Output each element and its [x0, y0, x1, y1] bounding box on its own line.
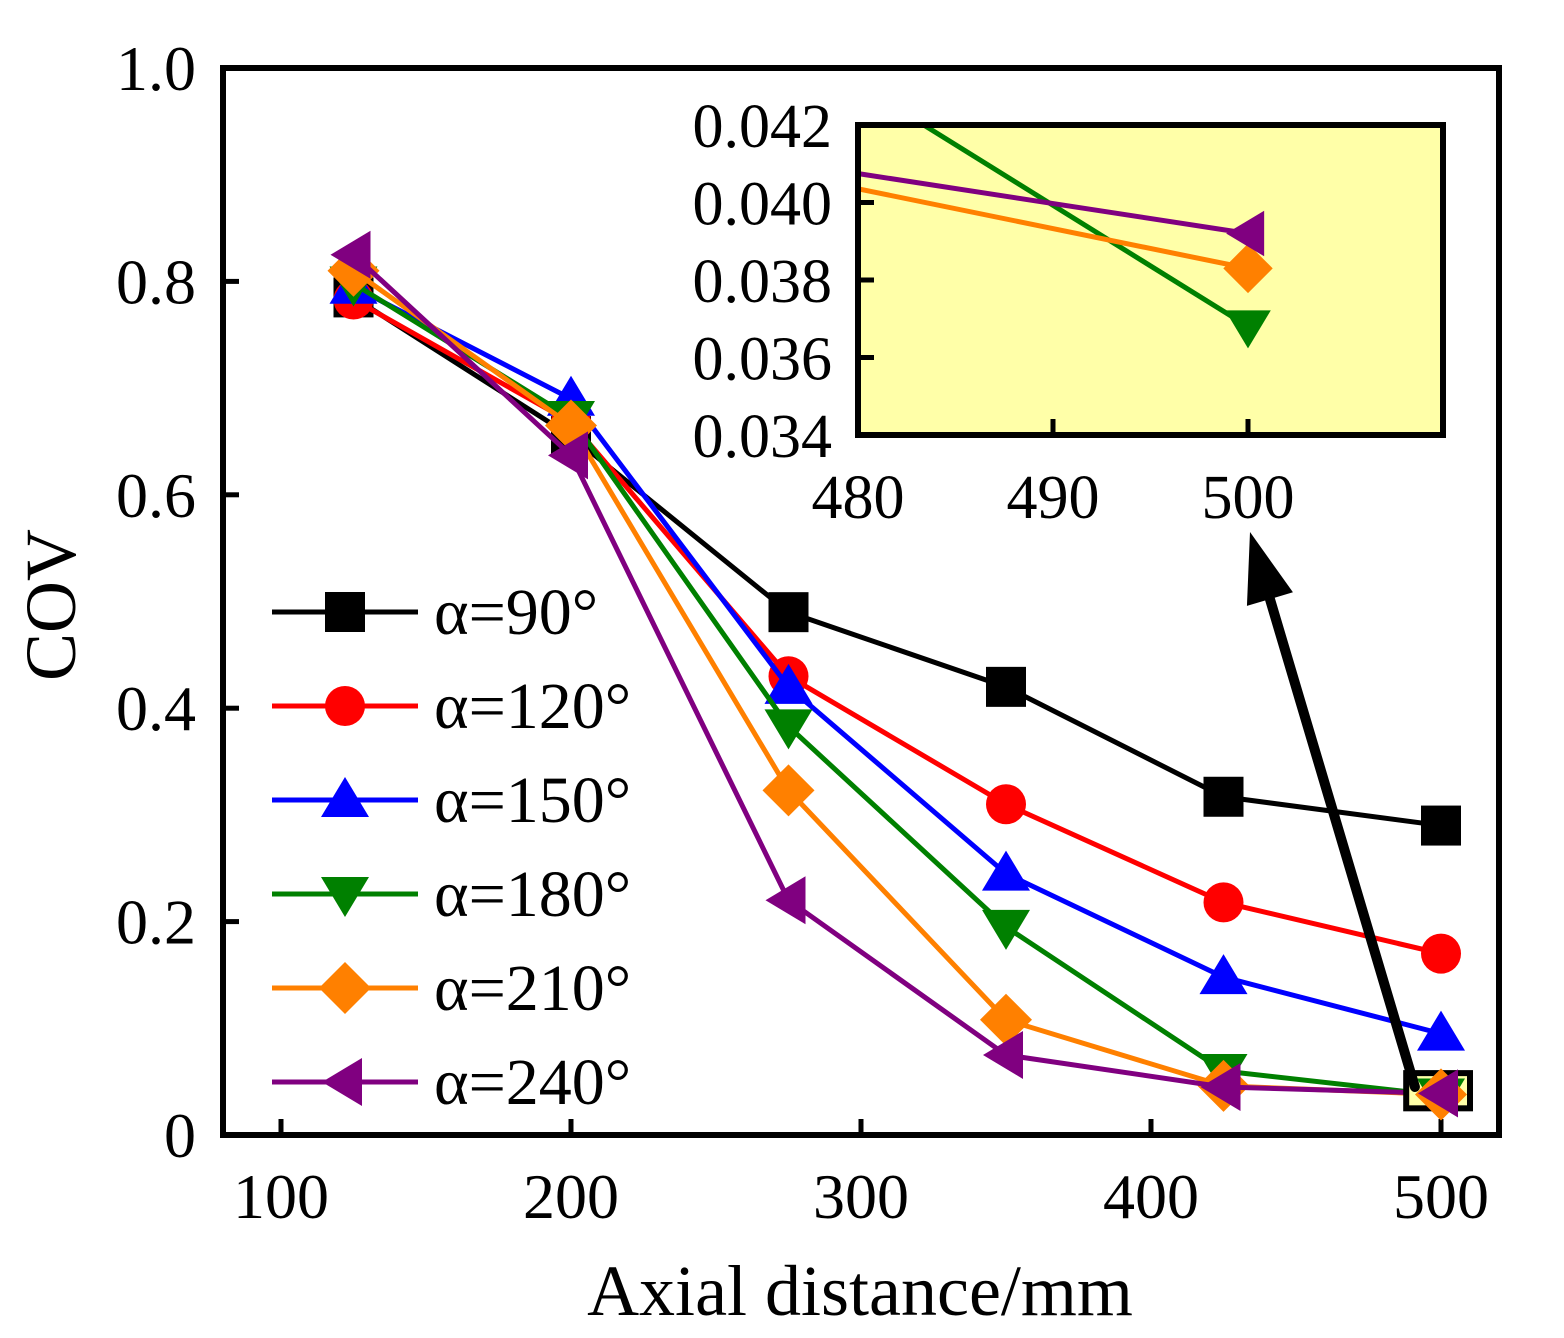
legend-marker-210 — [319, 962, 371, 1014]
legend-label: α=180° — [434, 858, 631, 931]
legend-marker-90 — [325, 592, 365, 632]
series-line-150 — [352, 284, 1442, 1037]
inset-y-axis: 0.034 0.036 0.038 0.040 0.042 — [693, 93, 874, 471]
x-tick-label: 400 — [1103, 1161, 1199, 1232]
data-point-90-350 — [986, 666, 1026, 707]
inset-series-180 — [919, 125, 1271, 349]
zoom-arrow-head — [1246, 532, 1293, 606]
data-point-120-500 — [1421, 933, 1461, 974]
data-point-150-500 — [1417, 1010, 1465, 1051]
inset-y-tick-label: 0.042 — [693, 93, 833, 161]
x-tick-label: 100 — [233, 1161, 329, 1232]
main-series-group — [327, 230, 1467, 1121]
inset-y-tick-label: 0.038 — [693, 248, 833, 316]
inset-data-point-180 — [1225, 310, 1271, 349]
zoom-box-point-240 — [1418, 1069, 1458, 1118]
inset-x-tick-label: 500 — [1202, 464, 1295, 532]
data-point-150-425 — [1199, 954, 1248, 995]
legend-marker-120 — [325, 686, 365, 726]
data-point-210-350 — [980, 993, 1032, 1046]
y-tick-label: 0.6 — [116, 460, 196, 531]
inset-series-group — [858, 125, 1273, 349]
data-point-210-275 — [762, 764, 815, 817]
legend-marker-150 — [321, 777, 369, 817]
inset-data-point-210 — [1223, 243, 1273, 294]
data-point-240-350 — [983, 1030, 1023, 1079]
main-plot: 100 200 300 400 500 0 0.2 0.4 0.6 0.8 1.0 Axial d… — [11, 33, 1502, 1331]
x-tick-label: 500 — [1393, 1161, 1489, 1232]
legend-item-210: α=210° — [272, 952, 631, 1025]
legend-marker-240 — [322, 1058, 362, 1106]
inset-y-tick-label: 0.034 — [693, 403, 833, 471]
y-axis-title: COV — [11, 529, 91, 681]
legend: α=90° α=120° α=150° α=180° α=210° α=240° — [272, 576, 631, 1119]
series-line-180 — [352, 281, 1442, 1099]
main-y-axis: 0 0.2 0.4 0.6 0.8 1.0 — [116, 33, 239, 1171]
x-axis-title: Axial distance/mm — [587, 1251, 1133, 1331]
inset-x-tick-label: 490 — [1007, 464, 1100, 532]
inset-plot: 480 490 500 0.034 0.036 0.038 0.040 0.042 — [693, 93, 1446, 532]
data-point-150-275 — [764, 663, 813, 704]
legend-label: α=90° — [434, 576, 598, 649]
legend-item-90: α=90° — [272, 576, 598, 649]
data-point-90-500 — [1421, 805, 1461, 846]
inset-x-tick-label: 480 — [812, 464, 905, 532]
x-tick-label: 200 — [523, 1161, 619, 1232]
inset-series-240 — [858, 171, 1265, 257]
series-line-240 — [351, 252, 1442, 1096]
inset-x-axis: 480 490 500 — [812, 419, 1295, 532]
legend-item-180: α=180° — [272, 858, 631, 931]
inset-y-tick-label: 0.040 — [693, 171, 833, 239]
inset-series-line-180 — [919, 125, 1250, 329]
legend-item-150: α=150° — [272, 764, 631, 837]
y-tick-label: 0.2 — [116, 887, 196, 958]
y-tick-label: 1.0 — [116, 33, 196, 104]
x-tick-label: 300 — [813, 1161, 909, 1232]
legend-item-120: α=120° — [272, 670, 631, 743]
inset-series-line-210 — [858, 186, 1249, 271]
data-point-240-125 — [330, 230, 371, 279]
zoom-arrow-shaft — [1263, 588, 1420, 1092]
data-point-180-275 — [764, 709, 813, 750]
inset-background — [858, 125, 1443, 435]
data-point-120-425 — [1203, 882, 1244, 923]
legend-label: α=210° — [434, 952, 631, 1025]
inset-series-line-240 — [858, 171, 1249, 236]
series-line-90 — [352, 295, 1442, 829]
y-tick-label: 0.4 — [116, 673, 196, 744]
inset-series-210 — [858, 186, 1273, 294]
main-x-axis: 100 200 300 400 500 — [233, 1119, 1489, 1232]
legend-item-240: α=240° — [272, 1046, 631, 1119]
data-point-90-425 — [1203, 776, 1244, 817]
inset-data-point-240 — [1226, 210, 1265, 257]
data-point-240-425 — [1200, 1062, 1241, 1111]
legend-label: α=240° — [434, 1046, 631, 1119]
y-tick-label: 0 — [164, 1100, 196, 1171]
data-point-90-275 — [768, 592, 809, 633]
legend-marker-180 — [321, 877, 369, 917]
data-point-120-350 — [986, 784, 1026, 825]
data-point-240-200 — [548, 431, 588, 480]
zoom-annotations — [1246, 532, 1473, 1121]
legend-label: α=120° — [434, 670, 631, 743]
data-point-180-350 — [982, 909, 1030, 950]
inset-y-tick-label: 0.036 — [693, 326, 833, 394]
data-point-240-275 — [765, 876, 806, 925]
data-point-150-350 — [982, 850, 1030, 891]
legend-label: α=150° — [434, 764, 631, 837]
y-tick-label: 0.8 — [116, 246, 196, 317]
